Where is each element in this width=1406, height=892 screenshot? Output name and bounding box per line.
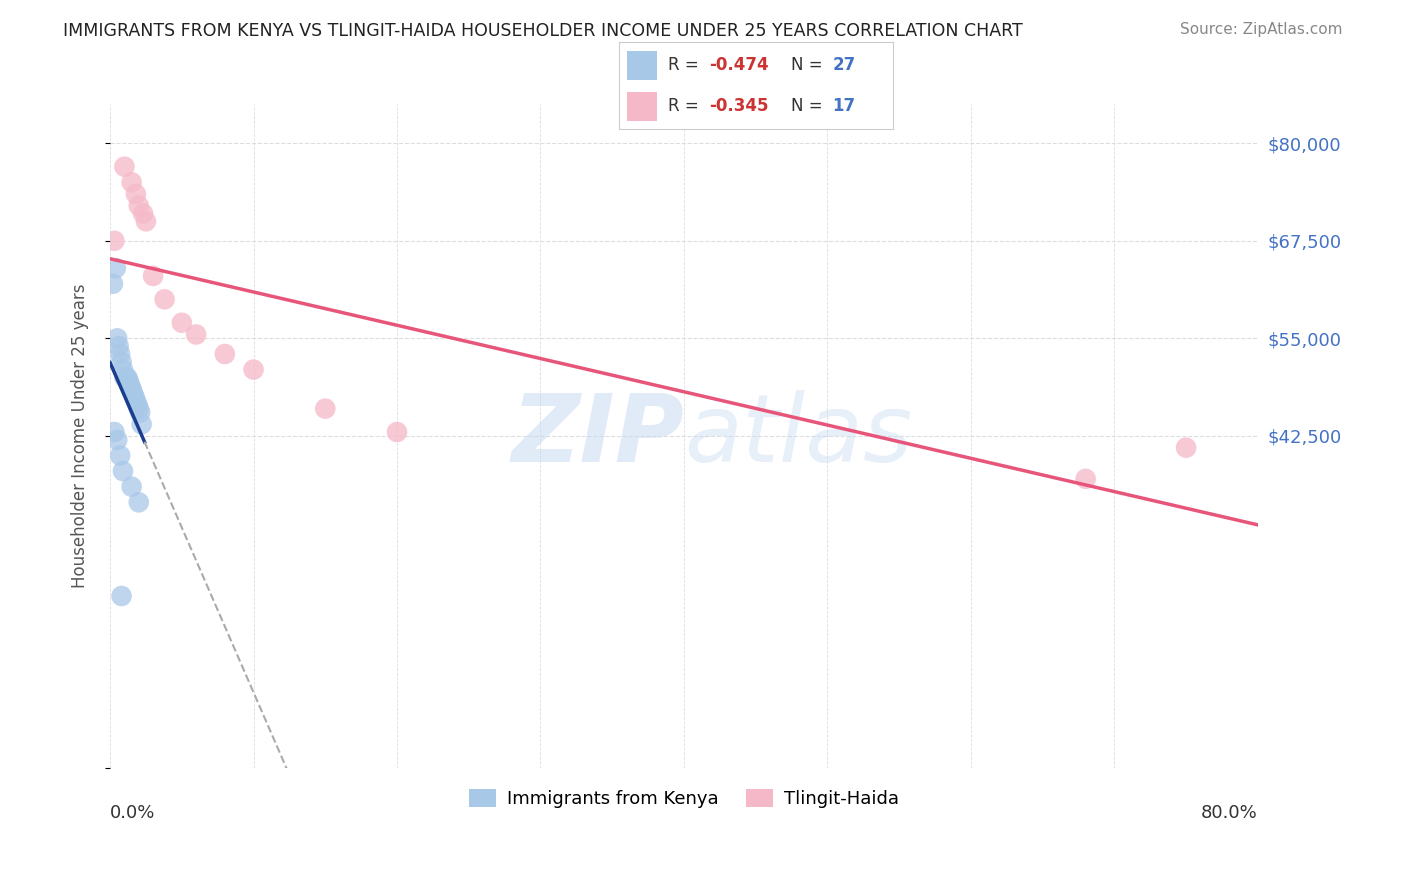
Point: [121, 175, 143, 189]
Text: Source: ZipAtlas.com: Source: ZipAtlas.com: [1180, 22, 1343, 37]
Point: [105, 331, 128, 345]
Y-axis label: Householder Income Under 25 years: Householder Income Under 25 years: [72, 284, 89, 588]
Point: [314, 401, 336, 416]
Point: [125, 393, 148, 408]
Point: [104, 261, 127, 276]
Point: [110, 355, 132, 369]
Point: [118, 374, 141, 388]
Point: [103, 234, 125, 248]
Point: [103, 425, 125, 439]
Point: [128, 495, 150, 509]
Point: [125, 186, 148, 201]
Point: [214, 347, 236, 361]
Point: [1074, 472, 1097, 486]
Point: [110, 589, 132, 603]
Point: [132, 206, 155, 220]
Text: 17: 17: [832, 96, 856, 115]
Point: [111, 362, 134, 376]
Point: [121, 382, 143, 396]
Point: [115, 370, 138, 384]
Point: [131, 417, 153, 432]
Point: [105, 433, 128, 447]
Text: N =: N =: [792, 55, 828, 74]
Point: [112, 160, 135, 174]
Point: [1175, 441, 1198, 455]
Text: 27: 27: [832, 55, 856, 74]
Point: [120, 378, 142, 392]
Point: [129, 405, 152, 419]
Point: [128, 199, 150, 213]
Point: [101, 277, 124, 291]
Point: [242, 362, 264, 376]
Text: ZIP: ZIP: [510, 390, 683, 482]
Point: [170, 316, 193, 330]
Point: [121, 480, 143, 494]
Point: [108, 347, 131, 361]
Point: [142, 268, 165, 283]
Point: [108, 449, 131, 463]
Text: N =: N =: [792, 96, 828, 115]
Point: [127, 398, 149, 412]
Point: [135, 214, 157, 228]
FancyBboxPatch shape: [627, 92, 657, 120]
Text: IMMIGRANTS FROM KENYA VS TLINGIT-HAIDA HOUSEHOLDER INCOME UNDER 25 YEARS CORRELA: IMMIGRANTS FROM KENYA VS TLINGIT-HAIDA H…: [63, 22, 1024, 40]
Text: 80.0%: 80.0%: [1201, 805, 1258, 822]
Point: [111, 464, 134, 478]
Point: [153, 293, 176, 307]
Text: R =: R =: [668, 55, 704, 74]
Point: [128, 401, 150, 416]
FancyBboxPatch shape: [627, 51, 657, 79]
Text: -0.474: -0.474: [709, 55, 769, 74]
Point: [117, 370, 139, 384]
Point: [124, 390, 146, 404]
Point: [122, 386, 145, 401]
Text: R =: R =: [668, 96, 704, 115]
Point: [385, 425, 408, 439]
Point: [186, 327, 208, 342]
Point: [107, 339, 129, 353]
Legend: Immigrants from Kenya, Tlingit-Haida: Immigrants from Kenya, Tlingit-Haida: [463, 781, 905, 815]
Text: 0.0%: 0.0%: [110, 805, 156, 822]
Text: -0.345: -0.345: [709, 96, 769, 115]
Text: atlas: atlas: [683, 391, 912, 482]
Point: [112, 370, 135, 384]
